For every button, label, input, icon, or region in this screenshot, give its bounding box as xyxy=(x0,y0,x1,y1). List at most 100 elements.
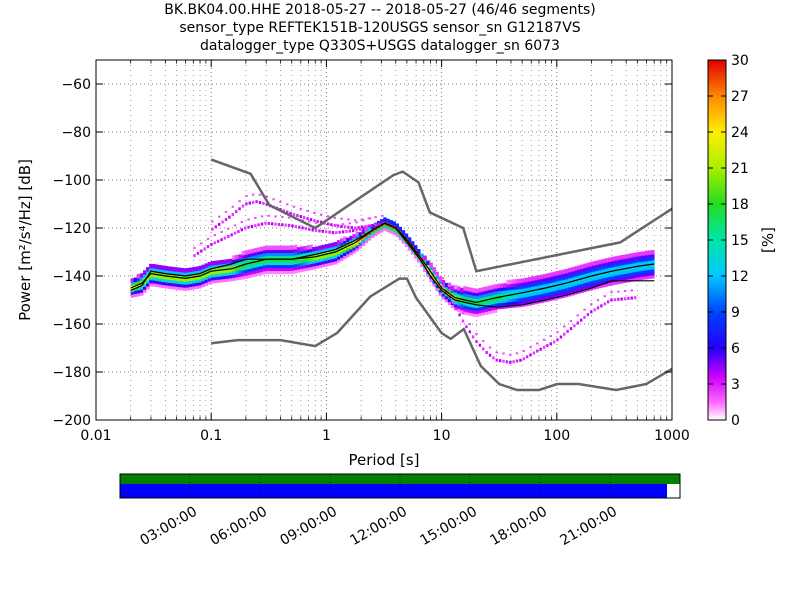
psd-density-cell xyxy=(226,268,230,273)
psd-density-cell xyxy=(367,236,372,241)
psd-density-cell xyxy=(170,266,175,272)
psd-density-cell xyxy=(161,274,165,280)
psd-density-cell xyxy=(460,302,464,308)
psd-sparse-cell xyxy=(289,211,292,215)
psd-density-cell xyxy=(484,286,489,291)
psd-density-cell xyxy=(537,284,541,289)
psd-sparse-cell xyxy=(576,314,579,317)
psd-sparse-cell xyxy=(264,221,267,225)
psd-density-cell xyxy=(503,295,507,300)
psd-density-cell xyxy=(189,273,193,279)
psd-density-cell xyxy=(198,271,202,277)
psd-density-cell xyxy=(266,251,270,257)
psd-density-cell xyxy=(524,295,529,301)
y-tick-label: −140 xyxy=(53,269,91,285)
psd-density-cell xyxy=(546,288,550,293)
psd-density-cell xyxy=(152,273,156,278)
psd-density-cell xyxy=(306,254,310,259)
psd-density-cell xyxy=(219,277,224,283)
psd-density-cell xyxy=(296,268,301,273)
psd-density-cell xyxy=(266,248,270,254)
psd-density-cell xyxy=(358,244,363,249)
psd-density-cell xyxy=(620,276,624,281)
psd-density-cell xyxy=(540,280,544,286)
psd-density-cell xyxy=(475,297,480,303)
psd-density-cell xyxy=(527,277,532,282)
psd-density-cell xyxy=(644,250,649,256)
psd-density-cell xyxy=(506,297,510,303)
psd-density-cell xyxy=(595,263,600,268)
psd-sparse-cell xyxy=(586,313,590,317)
y-tick-label: −80 xyxy=(61,125,91,141)
psd-density-cell xyxy=(278,263,282,269)
psd-density-cell xyxy=(306,260,310,265)
psd-density-cell xyxy=(241,271,246,277)
psd-density-cell xyxy=(253,272,258,277)
psd-density-cell xyxy=(426,263,430,269)
psd-density-cell xyxy=(186,271,190,276)
psd-density-cell xyxy=(611,265,615,271)
psd-density-cell xyxy=(429,265,433,270)
psd-density-cell xyxy=(555,286,560,291)
psd-density-cell xyxy=(475,306,480,312)
psd-density-cell xyxy=(179,270,184,276)
psd-sparse-cell xyxy=(620,297,623,301)
psd-sparse-cell xyxy=(224,210,228,213)
psd-density-cell xyxy=(312,259,316,264)
psd-density-cell xyxy=(324,244,329,249)
psd-density-cell xyxy=(500,295,504,300)
psd-density-cell xyxy=(361,229,366,235)
psd-density-cell xyxy=(130,284,135,289)
psd-density-cell xyxy=(336,255,341,260)
psd-density-cell xyxy=(346,240,350,246)
psd-density-cell xyxy=(247,270,252,276)
psd-density-cell xyxy=(296,247,301,252)
psd-density-cell xyxy=(558,270,563,275)
psd-density-cell xyxy=(260,249,264,255)
psd-density-cell xyxy=(611,262,615,268)
psd-density-cell xyxy=(543,282,547,288)
psd-density-cell xyxy=(324,253,329,258)
availability-time-label: 21:00:00 xyxy=(558,504,620,549)
psd-density-cell xyxy=(229,267,233,273)
psd-density-cell xyxy=(346,237,350,243)
psd-density-cell xyxy=(472,306,476,311)
psd-density-cell xyxy=(487,288,492,294)
psd-sparse-cell xyxy=(272,198,275,201)
psd-density-cell xyxy=(629,262,634,267)
psd-density-cell xyxy=(247,249,252,255)
psd-density-cell xyxy=(149,266,153,272)
x-tick-label: 10 xyxy=(433,428,451,444)
psd-density-cell xyxy=(256,262,261,267)
psd-density-cell xyxy=(278,266,282,272)
psd-density-cell xyxy=(189,282,193,288)
psd-sparse-cell xyxy=(299,207,302,210)
psd-density-cell xyxy=(564,286,569,292)
psd-density-cell xyxy=(263,269,267,275)
psd-density-cell xyxy=(604,282,609,287)
psd-density-cell xyxy=(223,268,227,274)
psd-sparse-cell xyxy=(448,288,451,291)
psd-density-cell xyxy=(235,257,239,263)
psd-density-cell xyxy=(503,283,507,288)
psd-density-cell xyxy=(481,290,486,295)
psd-density-cell xyxy=(333,250,338,256)
psd-sparse-cell xyxy=(569,327,573,331)
psd-density-cell xyxy=(604,273,609,278)
psd-density-cell xyxy=(336,243,341,248)
psd-sparse-cell xyxy=(573,324,576,328)
psd-density-cell xyxy=(296,265,301,270)
psd-density-cell xyxy=(454,290,458,296)
psd-density-cell xyxy=(250,272,255,278)
psd-sparse-cell xyxy=(488,346,492,349)
psd-density-cell xyxy=(577,265,581,270)
psd-sparse-cell xyxy=(381,214,384,217)
psd-sparse-cell xyxy=(515,359,519,363)
psd-sparse-cell xyxy=(311,228,314,232)
psd-density-cell xyxy=(139,291,144,296)
psd-density-cell xyxy=(497,289,501,295)
psd-density-cell xyxy=(263,251,267,257)
psd-density-cell xyxy=(577,280,581,285)
psd-density-cell xyxy=(278,254,282,260)
psd-density-cell xyxy=(192,266,196,272)
